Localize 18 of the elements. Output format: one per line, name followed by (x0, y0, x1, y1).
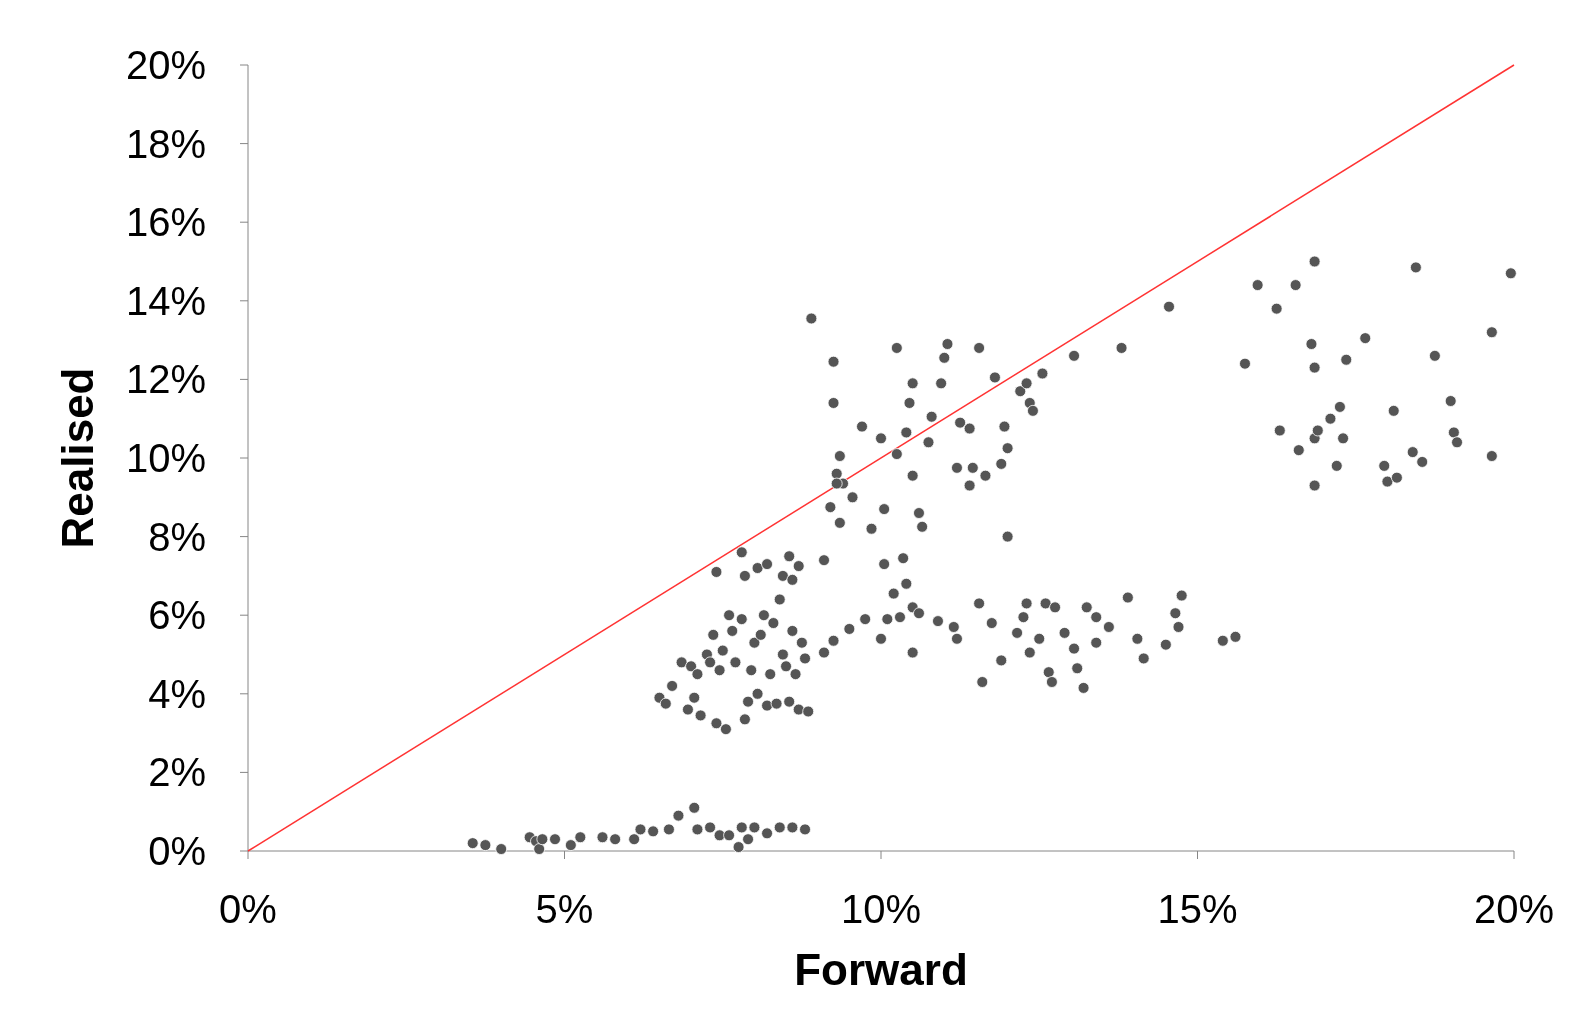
y-tick-label: 12% (125, 357, 206, 402)
y-tick-label: 14% (125, 278, 206, 323)
y-tick-label: 6% (148, 593, 206, 638)
x-tick-label: 20% (1473, 887, 1555, 931)
y-tick-label: 18% (125, 121, 206, 166)
y-axis-title: Realised (53, 367, 102, 549)
x-tick-label: 15% (1157, 887, 1238, 931)
y-tick-label: 8% (148, 514, 206, 559)
y-tick-label: 4% (148, 671, 206, 716)
x-tick-label: 5% (535, 887, 594, 931)
x-tick-label: 0% (219, 887, 277, 931)
y-tick-label: 20% (125, 43, 206, 87)
y-tick-label: 0% (148, 829, 206, 873)
y-tick-label: 2% (148, 750, 206, 795)
y-tick-label: 10% (125, 436, 206, 480)
x-tick-label: 10% (840, 887, 922, 931)
x-axis-title: Forward (794, 945, 968, 994)
y-tick-label: 16% (125, 200, 206, 245)
